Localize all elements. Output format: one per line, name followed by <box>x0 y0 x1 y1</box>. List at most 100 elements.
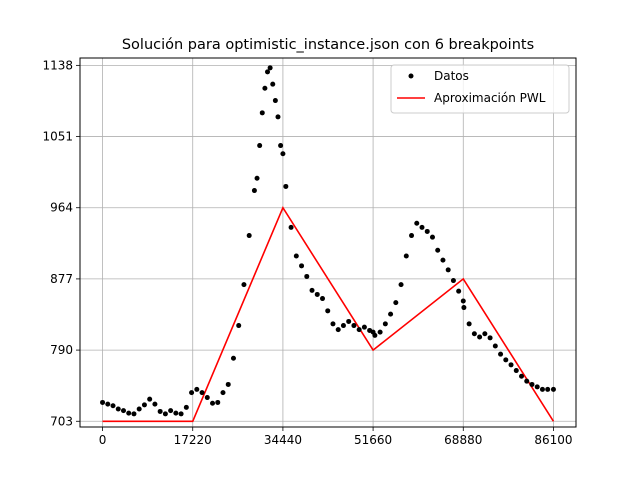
data-point <box>524 378 530 384</box>
data-point <box>204 395 210 401</box>
data-point <box>189 390 195 396</box>
x-axis: 0 17220 34440 51660 68880 86100 <box>99 427 573 447</box>
legend-marker-datos <box>408 73 414 79</box>
data-points-series <box>100 65 556 417</box>
data-point <box>382 321 388 327</box>
data-point <box>477 334 483 340</box>
data-point <box>409 233 415 239</box>
data-point <box>147 396 153 402</box>
y-tick-label: 1051 <box>42 130 73 144</box>
data-point <box>403 253 409 259</box>
data-point <box>445 267 451 273</box>
data-point <box>246 233 252 239</box>
data-point <box>450 278 456 284</box>
legend: Datos Aproximación PWL <box>390 64 570 114</box>
data-point <box>194 386 200 392</box>
data-point <box>267 65 273 71</box>
data-point <box>199 390 205 396</box>
data-point <box>304 273 310 279</box>
data-point <box>126 410 132 416</box>
y-tick-label: 1138 <box>42 58 73 72</box>
data-point <box>136 406 142 412</box>
data-point <box>545 386 551 392</box>
data-point <box>293 253 299 259</box>
y-tick-label: 703 <box>50 414 73 428</box>
data-point <box>372 332 378 338</box>
data-point <box>498 351 504 357</box>
y-tick-label: 790 <box>50 343 73 357</box>
data-point <box>325 308 331 314</box>
data-point <box>424 228 430 234</box>
data-point <box>346 318 352 324</box>
data-point <box>225 381 231 387</box>
data-point <box>131 411 137 417</box>
data-point <box>257 143 263 149</box>
data-point <box>487 335 493 341</box>
data-point <box>529 381 535 387</box>
data-point <box>105 401 111 407</box>
data-point <box>519 373 525 379</box>
data-point <box>435 247 441 253</box>
x-tick-label: 68880 <box>444 433 482 447</box>
x-tick-label: 17220 <box>174 433 212 447</box>
data-point <box>461 305 467 311</box>
data-point <box>272 98 278 104</box>
data-point <box>230 355 236 361</box>
x-tick-label: 51660 <box>354 433 392 447</box>
data-point <box>419 224 425 230</box>
data-point <box>265 69 271 75</box>
data-point <box>115 406 121 412</box>
data-point <box>283 183 289 189</box>
data-point <box>178 411 184 417</box>
data-point <box>141 402 147 408</box>
data-point <box>330 321 336 327</box>
data-point <box>440 257 446 263</box>
data-point <box>388 311 394 317</box>
data-point <box>236 323 242 329</box>
data-point <box>270 81 276 87</box>
data-point <box>173 410 179 416</box>
data-point <box>351 323 357 329</box>
data-point <box>254 175 260 181</box>
data-point <box>251 188 257 194</box>
data-point <box>471 331 477 337</box>
legend-label-datos: Datos <box>434 69 469 83</box>
data-point <box>513 368 519 374</box>
data-point <box>534 384 540 390</box>
data-point <box>314 291 320 297</box>
plot-frame <box>79 57 577 428</box>
y-tick-label: 877 <box>50 272 73 286</box>
data-point <box>414 220 420 226</box>
data-point <box>340 323 346 329</box>
data-point <box>356 327 362 333</box>
data-point <box>320 296 326 302</box>
y-tick-label: 964 <box>50 201 73 215</box>
data-point <box>220 390 226 396</box>
data-point <box>429 234 435 240</box>
data-point <box>377 329 383 335</box>
data-point <box>183 404 189 410</box>
x-tick-label: 34440 <box>264 433 302 447</box>
x-tick-label: 0 <box>99 433 107 447</box>
data-point <box>299 263 305 269</box>
data-point <box>120 408 126 414</box>
data-point <box>309 287 315 293</box>
data-point <box>162 411 168 417</box>
data-point <box>508 362 514 368</box>
legend-box <box>390 64 570 114</box>
data-point <box>482 331 488 337</box>
legend-label-pwl: Aproximación PWL <box>434 91 546 105</box>
data-point <box>278 143 284 149</box>
data-point <box>215 399 221 405</box>
data-point <box>110 403 116 409</box>
data-point <box>335 327 341 333</box>
data-point <box>241 282 247 288</box>
data-point <box>262 85 268 91</box>
data-point <box>456 288 462 294</box>
x-tick-label: 86100 <box>534 433 572 447</box>
data-point <box>275 114 281 120</box>
data-point <box>288 224 294 230</box>
data-point <box>259 110 265 116</box>
chart-title: Solución para optimistic_instance.json c… <box>122 37 534 53</box>
